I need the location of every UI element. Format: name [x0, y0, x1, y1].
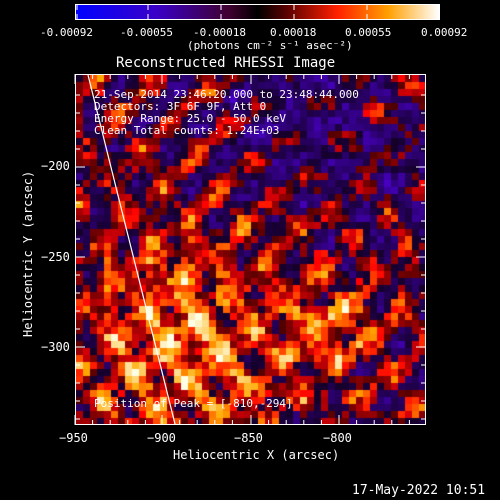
rhessi-image-plot [75, 74, 426, 425]
x-tick-label: −950 [59, 431, 88, 445]
x-tick-label: −800 [323, 431, 352, 445]
detectors-info: Detectors: 3F 6F 9F, Att 0 [94, 100, 267, 113]
solar-limb-line [87, 75, 176, 424]
y-axis-title: Heliocentric Y (arcsec) [21, 170, 35, 337]
y-tick-label: −300 [41, 340, 70, 354]
colorbar-tick-label: -0.00055 [120, 26, 173, 39]
colorbar-tick-label: 0.00055 [345, 26, 392, 39]
colorbar [75, 4, 440, 20]
y-tick-label: −250 [41, 250, 70, 264]
plot-title: Reconstructed RHESSI Image [116, 55, 336, 71]
timestamp: 17-May-2022 10:51 [352, 483, 486, 498]
x-axis-title: Heliocentric X (arcsec) [173, 448, 340, 462]
colorbar-tick-label: -0.00092 [40, 26, 93, 39]
colorbar-tick-label: -0.00018 [193, 26, 246, 39]
x-tick-label: −900 [147, 431, 176, 445]
rhessi-image-heatmap [76, 75, 425, 424]
colorbar-tick-label: 0.00092 [421, 26, 468, 39]
colorbar-units-label: (photons cm⁻² s⁻¹ asec⁻²) [187, 39, 353, 52]
energy-range-info: Energy Range: 25.0 - 50.0 keV [94, 112, 287, 125]
clean-counts-info: Clean Total counts: 1.24E+03 [94, 124, 280, 137]
peak-position-label: Position of Peak = [-810,-294] [94, 397, 293, 410]
x-tick-label: −850 [234, 431, 263, 445]
obs-time-range: 21-Sep-2014 23:46:20.000 to 23:48:44.000 [94, 88, 359, 101]
colorbar-tick-label: 0.00018 [270, 26, 317, 39]
y-tick-label: −200 [41, 159, 70, 173]
